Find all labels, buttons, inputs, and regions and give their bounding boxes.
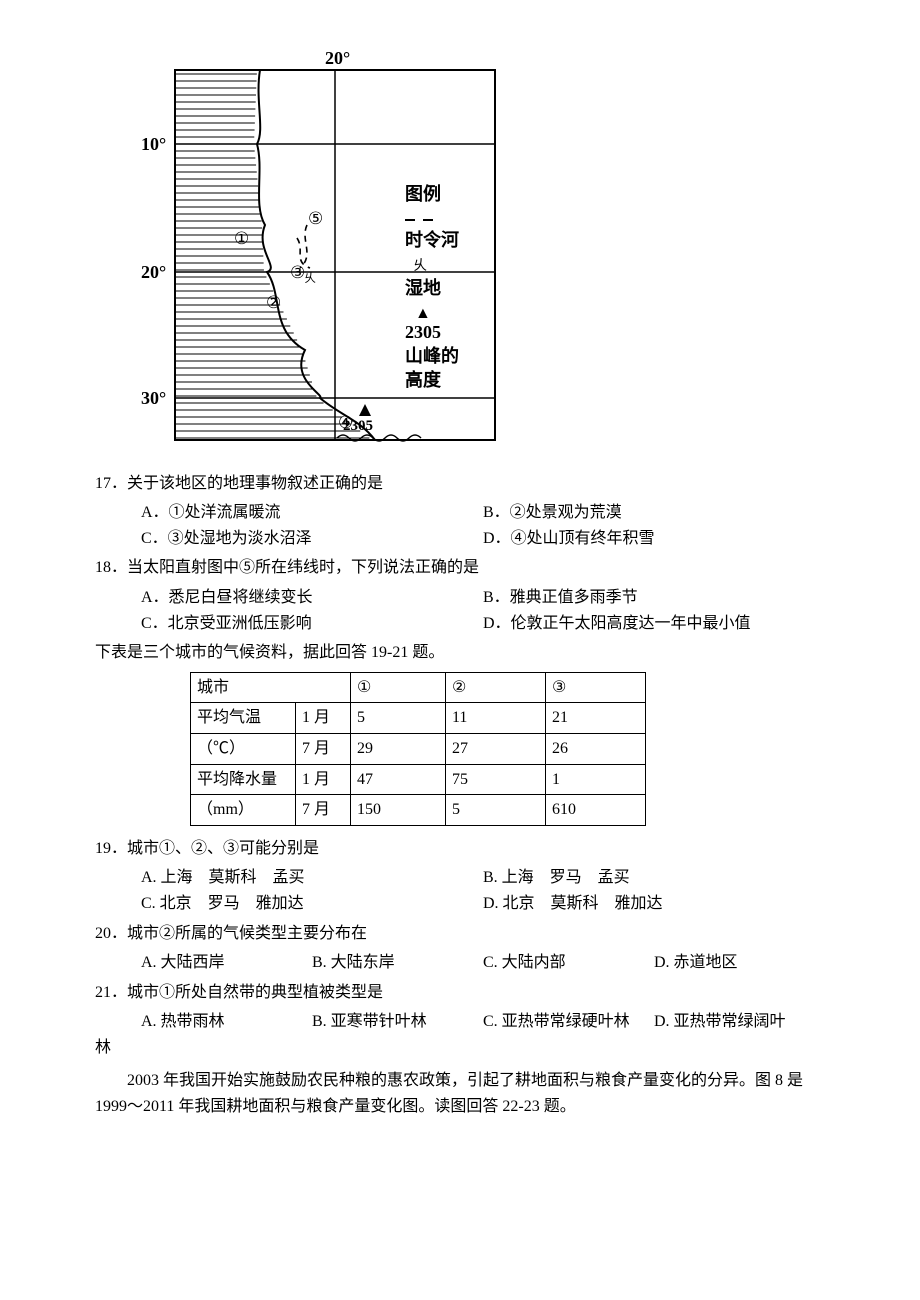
- svg-text:山峰的: 山峰的: [405, 345, 459, 366]
- svg-text:乆: 乆: [304, 271, 316, 285]
- svg-text:20°: 20°: [325, 50, 350, 68]
- table-cell: 75: [446, 764, 546, 795]
- table-cell: （mm）: [191, 795, 296, 826]
- svg-text:时令河: 时令河: [405, 229, 459, 250]
- table-cell: 5: [351, 703, 446, 734]
- q17-opt-b: B．②处景观为荒漠: [483, 500, 825, 526]
- table-header: ②: [446, 672, 546, 703]
- table-cell: 1 月: [296, 703, 351, 734]
- climate-table: 城市①②③平均气温1 月51121（℃）7 月292726平均降水量1 月477…: [190, 672, 646, 826]
- svg-text:③: ③: [290, 263, 305, 282]
- q19-opt-c: C. 北京 罗马 雅加达: [141, 891, 483, 917]
- map-figure: 20°10°20°30°乆2305①②③④⑤图例时令河乆湿地▲2305山峰的高度: [115, 50, 825, 459]
- q18-opt-a: A．悉尼白昼将继续变长: [141, 585, 483, 611]
- svg-text:④: ④: [338, 413, 353, 432]
- q20-opt-a: A. 大陆西岸: [141, 950, 312, 976]
- svg-text:②: ②: [266, 293, 281, 312]
- table-cell: 26: [546, 733, 646, 764]
- table-cell: 平均降水量: [191, 764, 296, 795]
- q21-tail: 林: [95, 1035, 825, 1061]
- q18-options: A．悉尼白昼将继续变长 B．雅典正值多雨季节 C．北京受亚洲低压影响 D．伦敦正…: [141, 585, 825, 636]
- svg-text:10°: 10°: [141, 134, 166, 154]
- table-cell: 7 月: [296, 795, 351, 826]
- svg-text:高度: 高度: [405, 369, 442, 390]
- table-cell: （℃）: [191, 733, 296, 764]
- svg-text:2305: 2305: [405, 322, 441, 342]
- q18-stem: 18．当太阳直射图中⑤所在纬线时，下列说法正确的是: [95, 555, 825, 581]
- table-intro: 下表是三个城市的气候资料，据此回答 19-21 题。: [95, 640, 825, 666]
- table-header-city: 城市: [191, 672, 351, 703]
- table-cell: 47: [351, 764, 446, 795]
- q21-opt-c: C. 亚热带常绿硬叶林: [483, 1009, 654, 1035]
- table-cell: 29: [351, 733, 446, 764]
- q20-opt-c: C. 大陆内部: [483, 950, 654, 976]
- q19-opt-a: A. 上海 莫斯科 孟买: [141, 865, 483, 891]
- q17-opt-a: A．①处洋流属暖流: [141, 500, 483, 526]
- q17-opt-d: D．④处山顶有终年积雪: [483, 526, 825, 552]
- svg-text:图例: 图例: [405, 183, 441, 204]
- svg-text:▲: ▲: [415, 305, 431, 322]
- q18-opt-b: B．雅典正值多雨季节: [483, 585, 825, 611]
- q18-opt-d: D．伦敦正午太阳高度达一年中最小值: [483, 611, 825, 637]
- svg-text:30°: 30°: [141, 388, 166, 408]
- table-header: ①: [351, 672, 446, 703]
- q21-opt-b: B. 亚寒带针叶林: [312, 1009, 483, 1035]
- q19-opt-b: B. 上海 罗马 孟买: [483, 865, 825, 891]
- table-cell: 150: [351, 795, 446, 826]
- table-header: ③: [546, 672, 646, 703]
- svg-text:①: ①: [234, 229, 249, 248]
- svg-text:⑤: ⑤: [308, 209, 323, 228]
- q17-options: A．①处洋流属暖流 B．②处景观为荒漠 C．③处湿地为淡水沼泽 D．④处山顶有终…: [141, 500, 825, 551]
- map-svg: 20°10°20°30°乆2305①②③④⑤图例时令河乆湿地▲2305山峰的高度: [115, 50, 535, 450]
- table-cell: 1: [546, 764, 646, 795]
- q20-options: A. 大陆西岸 B. 大陆东岸 C. 大陆内部 D. 赤道地区: [141, 950, 825, 976]
- svg-text:湿地: 湿地: [405, 277, 441, 298]
- q21-options: A. 热带雨林 B. 亚寒带针叶林 C. 亚热带常绿硬叶林 D. 亚热带常绿阔叶: [141, 1009, 825, 1035]
- q18-opt-c: C．北京受亚洲低压影响: [141, 611, 483, 637]
- table-cell: 1 月: [296, 764, 351, 795]
- table-cell: 7 月: [296, 733, 351, 764]
- q20-opt-b: B. 大陆东岸: [312, 950, 483, 976]
- q21-opt-d: D. 亚热带常绿阔叶: [654, 1009, 825, 1035]
- q19-stem: 19．城市①、②、③可能分别是: [95, 836, 825, 862]
- svg-text:20°: 20°: [141, 262, 166, 282]
- q19-opt-d: D. 北京 莫斯科 雅加达: [483, 891, 825, 917]
- table-cell: 21: [546, 703, 646, 734]
- svg-text:乆: 乆: [413, 259, 427, 274]
- q21-stem: 21．城市①所处自然带的典型植被类型是: [95, 980, 825, 1006]
- table-cell: 5: [446, 795, 546, 826]
- q21-opt-a: A. 热带雨林: [141, 1009, 312, 1035]
- q17-stem: 17．关于该地区的地理事物叙述正确的是: [95, 471, 825, 497]
- q19-options: A. 上海 莫斯科 孟买 B. 上海 罗马 孟买 C. 北京 罗马 雅加达 D.…: [141, 865, 825, 916]
- table-cell: 平均气温: [191, 703, 296, 734]
- q20-opt-d: D. 赤道地区: [654, 950, 825, 976]
- table-cell: 610: [546, 795, 646, 826]
- table-cell: 11: [446, 703, 546, 734]
- table-cell: 27: [446, 733, 546, 764]
- context-paragraph: 2003 年我国开始实施鼓励农民种粮的惠农政策，引起了耕地面积与粮食产量变化的分…: [95, 1068, 825, 1119]
- q20-stem: 20．城市②所属的气候类型主要分布在: [95, 921, 825, 947]
- q17-opt-c: C．③处湿地为淡水沼泽: [141, 526, 483, 552]
